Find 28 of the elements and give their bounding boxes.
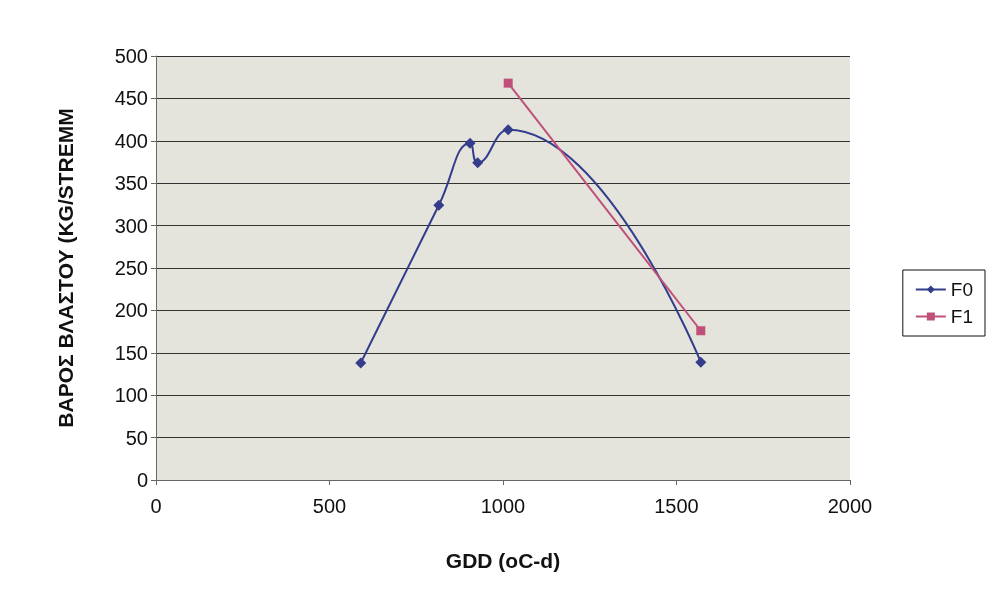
x-tick-label: 1500 <box>654 495 699 517</box>
y-tick-label: 300 <box>114 214 148 237</box>
y-axis-title: ΒΑΡΟΣ ΒΛΑΣΤΟΥ (KG/STREMM <box>54 108 77 428</box>
point <box>472 157 484 169</box>
point <box>433 199 445 211</box>
point <box>695 356 707 368</box>
x-tick-label: 1000 <box>480 495 526 517</box>
point <box>503 78 513 88</box>
y-tick-label: 350 <box>114 172 148 195</box>
point <box>355 357 367 369</box>
x-tick-label: 500 <box>312 495 347 517</box>
y-tick-label: 150 <box>114 341 148 364</box>
point <box>696 326 706 336</box>
legend-label: F1 <box>950 306 974 327</box>
x-tick-label: 2000 <box>827 495 873 517</box>
y-tick-label: 0 <box>136 469 148 491</box>
x-axis-title: GDD (oC-d) <box>445 549 561 572</box>
point <box>502 124 514 136</box>
legend-label: F0 <box>950 279 974 300</box>
y-tick-label: 450 <box>114 87 148 110</box>
y-tick-label: 400 <box>114 129 148 152</box>
y-tick-label: 250 <box>114 257 148 279</box>
y-tick-label: 50 <box>125 426 148 449</box>
y-tick-label: 500 <box>114 45 148 67</box>
point <box>464 137 476 149</box>
x-tick-label: 0 <box>150 495 162 517</box>
y-tick-label: 100 <box>114 384 148 407</box>
y-tick-label: 200 <box>114 299 148 322</box>
